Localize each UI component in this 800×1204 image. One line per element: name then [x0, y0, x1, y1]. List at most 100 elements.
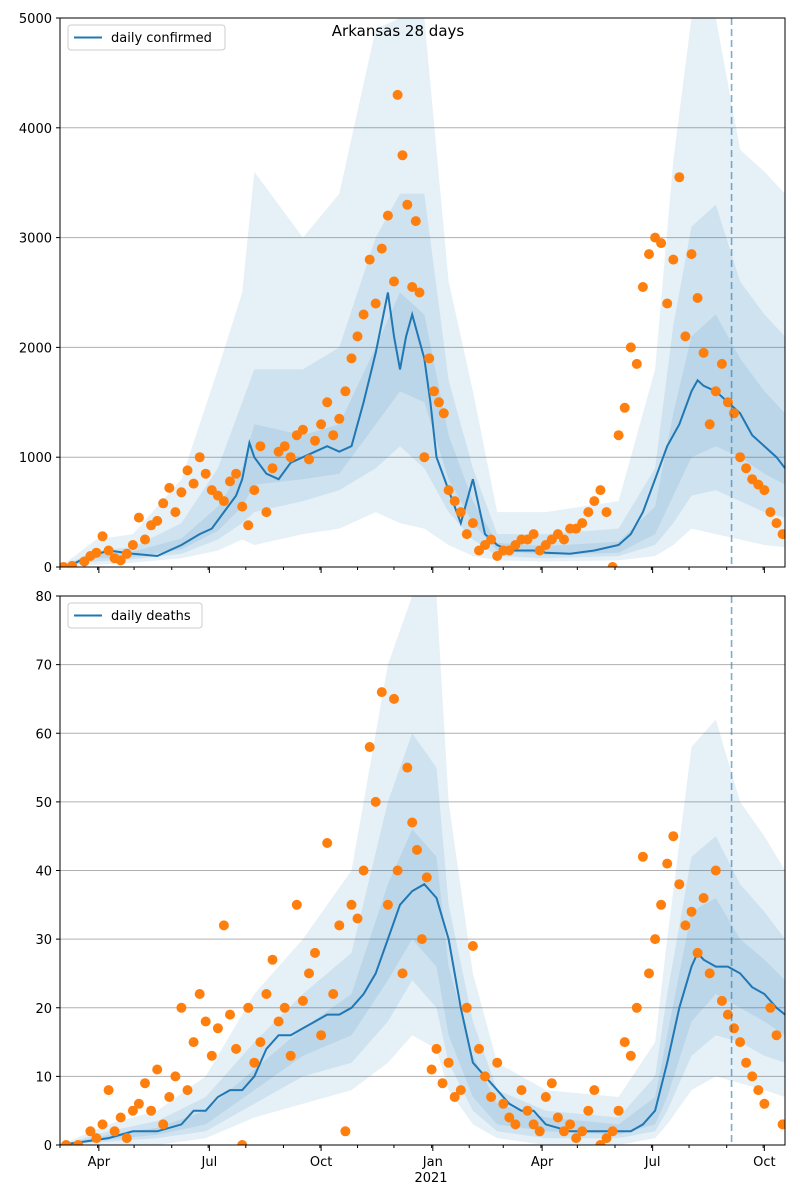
deaths-observed-point	[310, 947, 320, 958]
confirmed-observed-point	[279, 441, 290, 452]
deaths-observed-point	[510, 1119, 521, 1130]
deaths-observed-point	[571, 1133, 582, 1144]
confirmed-observed-point	[577, 518, 588, 529]
deaths-observed-point	[631, 1002, 642, 1013]
confirmed-observed-point	[334, 413, 345, 424]
deaths-observed-point	[443, 1057, 454, 1068]
deaths-observed-point	[474, 1043, 484, 1054]
deaths-model-line	[60, 882, 785, 1145]
confirmed-observed-point	[662, 298, 673, 309]
deaths-observed-point	[656, 899, 667, 910]
x-tick-label: Jan	[422, 1155, 443, 1170]
deaths-observed-point	[164, 1092, 175, 1102]
deaths-observed-point	[589, 1085, 600, 1096]
confirmed-observed-point	[67, 560, 78, 567]
deaths-plot-area	[60, 596, 785, 1145]
confirmed-observed-point	[433, 397, 444, 408]
deaths-observed-point	[516, 1085, 527, 1096]
confirmed-observed-point	[449, 496, 460, 507]
deaths-observed-point	[692, 947, 703, 958]
deaths-observed-point	[455, 1085, 466, 1096]
confirmed-observed-point	[729, 408, 739, 419]
x-tick-label: Apr	[531, 1155, 554, 1170]
deaths-y-tick-label: 10	[35, 1070, 52, 1085]
confirmed-plot-area	[60, 18, 785, 567]
confirmed-legend-box	[67, 24, 226, 51]
confirmed-observed-point	[382, 210, 393, 221]
deaths-observed-point	[146, 1105, 157, 1116]
confirmed-observed-point	[741, 463, 752, 474]
confirmed-observed-point	[225, 476, 235, 487]
x-tick-label: Jul	[644, 1155, 661, 1170]
confirmed-observed-point	[364, 254, 375, 265]
deaths-observed-point	[133, 1098, 144, 1109]
deaths-observed-point	[200, 1016, 211, 1027]
confirmed-observed-point	[370, 298, 381, 309]
deaths-observed-point	[334, 920, 345, 931]
deaths-observed-point	[255, 1037, 266, 1048]
deaths-observed-point	[698, 893, 709, 903]
confirmed-observed-point	[152, 515, 163, 526]
deaths-observed-point	[480, 1071, 490, 1082]
deaths-observed-point	[765, 1002, 776, 1013]
confirmed-observed-point	[595, 485, 606, 496]
deaths-observed-point	[243, 1002, 254, 1013]
confirmed-y-tick-label: 4000	[19, 122, 52, 137]
confirmed-observed-point	[443, 485, 454, 496]
deaths-observed-point	[416, 934, 427, 945]
confirmed-observed-point	[255, 441, 266, 452]
confirmed-observed-point	[322, 397, 333, 408]
confirmed-observed-point	[91, 547, 102, 558]
confirmed-observed-point	[674, 172, 685, 183]
deaths-observed-point	[127, 1105, 138, 1116]
deaths-observed-point	[261, 989, 272, 999]
deaths-observed-point	[188, 1037, 199, 1048]
deaths-observed-point	[528, 1119, 539, 1130]
deaths-observed-point	[741, 1057, 752, 1068]
deaths-observed-point	[370, 796, 381, 807]
confirmed-observed-point	[97, 531, 108, 542]
deaths-observed-point	[565, 1119, 576, 1130]
confirmed-observed-point	[777, 529, 785, 540]
deaths-observed-point	[729, 1023, 739, 1034]
confirmed-observed-point	[589, 496, 600, 507]
deaths-observed-point	[674, 879, 685, 890]
confirmed-observed-point	[644, 249, 654, 260]
deaths-observed-point	[747, 1071, 758, 1082]
confirmed-observed-point	[410, 216, 421, 227]
confirmed-observed-point	[304, 454, 314, 465]
confirmed-observed-point	[127, 540, 138, 550]
deaths-uncertainty-band	[60, 829, 785, 1145]
deaths-observed-point	[140, 1078, 150, 1089]
confirmed-observed-point	[115, 555, 126, 566]
confirmed-observed-point	[182, 465, 193, 476]
confirmed-observed-point	[285, 452, 296, 463]
deaths-observed-point	[297, 995, 308, 1006]
confirmed-observed-point	[297, 424, 308, 435]
confirmed-model-line	[60, 292, 785, 567]
deaths-observed-point	[206, 1050, 217, 1061]
confirmed-y-tick-label: 1000	[19, 451, 52, 466]
deaths-observed-point	[619, 1037, 630, 1048]
deaths-observed-point	[686, 906, 697, 917]
deaths-observed-point	[546, 1078, 557, 1089]
confirmed-observed-point	[716, 358, 727, 369]
deaths-observed-point	[152, 1064, 163, 1075]
deaths-observed-point	[662, 858, 673, 869]
deaths-observed-point	[376, 687, 387, 698]
confirmed-observed-point	[419, 452, 430, 463]
confirmed-observed-point	[310, 435, 320, 446]
deaths-observed-point	[777, 1119, 785, 1130]
deaths-observed-point	[382, 899, 393, 910]
deaths-observed-point	[504, 1112, 515, 1123]
deaths-observed-point	[601, 1133, 612, 1144]
confirmed-observed-point	[170, 507, 181, 518]
confirmed-observed-point	[340, 386, 351, 397]
confirmed-observed-point	[656, 238, 667, 249]
deaths-observed-point	[613, 1105, 624, 1116]
deaths-observed-point	[407, 817, 418, 828]
confirmed-observed-point	[559, 534, 569, 545]
confirmed-observed-point	[680, 331, 691, 342]
deaths-observed-point	[449, 1092, 460, 1102]
deaths-observed-point	[759, 1098, 770, 1109]
